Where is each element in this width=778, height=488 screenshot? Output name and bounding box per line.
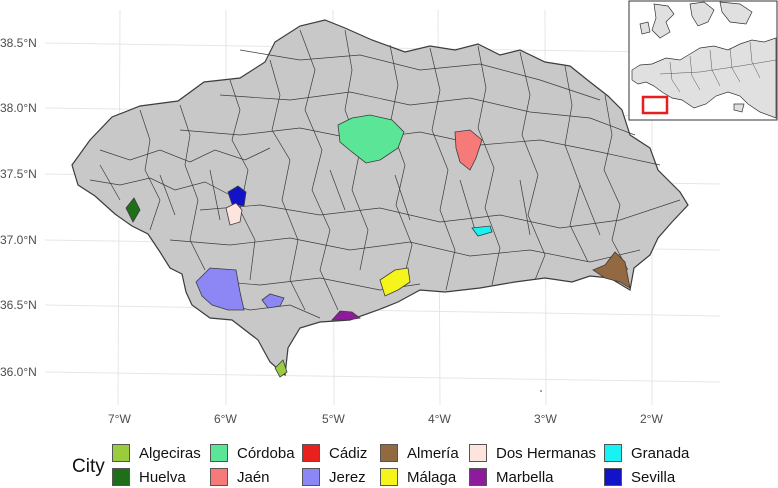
lat-label: 38.0°N — [0, 101, 37, 115]
legend-swatch — [469, 444, 487, 462]
legend-swatch — [302, 444, 320, 462]
legend-item-huelva: Huelva — [112, 467, 186, 487]
legend-label: Huelva — [139, 468, 186, 486]
legend-label: Algeciras — [139, 444, 201, 462]
lat-label: 36.5°N — [0, 298, 37, 312]
legend-item-cadiz: Cádiz — [302, 443, 367, 463]
legend-swatch — [112, 468, 130, 486]
jaen-area — [454, 129, 483, 171]
almeria-area — [592, 251, 631, 289]
legend-label: Málaga — [407, 468, 457, 486]
legend-label: Jaén — [237, 468, 270, 486]
malaga-area — [379, 267, 411, 297]
legend-label: Almería — [407, 444, 459, 462]
jerez-area — [195, 267, 245, 311]
dos-hermanas-area — [225, 202, 243, 226]
legend-label: Cádiz — [329, 444, 368, 462]
legend-swatch — [604, 444, 622, 462]
lat-label: 36.0°N — [0, 365, 37, 379]
legend-swatch — [380, 468, 398, 486]
cordoba-area — [337, 114, 405, 164]
legend-swatch — [469, 468, 487, 486]
sevilla-area — [227, 185, 247, 207]
lon-label: 7°W — [108, 412, 131, 426]
legend-label: Córdoba — [237, 444, 295, 462]
legend-label: Sevilla — [631, 468, 676, 486]
lon-label: 6°W — [214, 412, 237, 426]
legend-title: City — [72, 456, 105, 477]
legend-swatch — [112, 444, 130, 462]
legend-label: Granada — [631, 444, 690, 462]
legend-label: Dos Hermanas — [496, 444, 597, 462]
legend-item-granada: Granada — [604, 443, 689, 463]
legend-swatch — [210, 468, 228, 486]
legend-item-algeciras: Algeciras — [112, 443, 201, 463]
lon-label: 2°W — [640, 412, 663, 426]
lon-label: 3°W — [534, 412, 557, 426]
marbella-area — [331, 310, 361, 321]
lat-axis-labels: 38.5°N 38.0°N 37.5°N 37.0°N 36.5°N 36.0°… — [0, 36, 37, 379]
legend-item-almeria: Almería — [380, 443, 459, 463]
city-polygons — [125, 114, 631, 378]
legend-item-cordoba: Córdoba — [210, 443, 295, 463]
jerez-enclave — [261, 293, 285, 309]
island-dot — [540, 390, 542, 392]
legend-swatch — [380, 444, 398, 462]
lat-label: 38.5°N — [0, 36, 37, 50]
algeciras-area — [274, 359, 288, 378]
lon-label: 4°W — [428, 412, 451, 426]
lon-axis-labels: 7°W 6°W 5°W 4°W 3°W 2°W — [108, 412, 663, 426]
legend-item-marbella: Marbella — [469, 467, 554, 487]
inset-locator-map — [628, 0, 778, 121]
legend-label: Marbella — [496, 468, 554, 486]
andalusia-outline — [71, 19, 689, 377]
legend-item-jaen: Jaén — [210, 467, 270, 487]
andalusia-region — [71, 19, 689, 377]
huelva-area — [125, 197, 141, 223]
legend-item-sevilla: Sevilla — [604, 467, 675, 487]
municipality-borders — [89, 29, 681, 319]
lat-label: 37.5°N — [0, 167, 37, 181]
legend-item-dos-hermanas: Dos Hermanas — [469, 443, 596, 463]
legend-item-jerez: Jerez — [302, 467, 366, 487]
legend-label: Jerez — [329, 468, 366, 486]
legend-item-malaga: Málaga — [380, 467, 456, 487]
inset-highlight-box — [641, 95, 669, 115]
legend-swatch — [604, 468, 622, 486]
lon-label: 5°W — [322, 412, 345, 426]
legend-swatch — [210, 444, 228, 462]
lat-label: 37.0°N — [0, 233, 37, 247]
legend-swatch — [302, 468, 320, 486]
granada-area — [471, 225, 493, 237]
